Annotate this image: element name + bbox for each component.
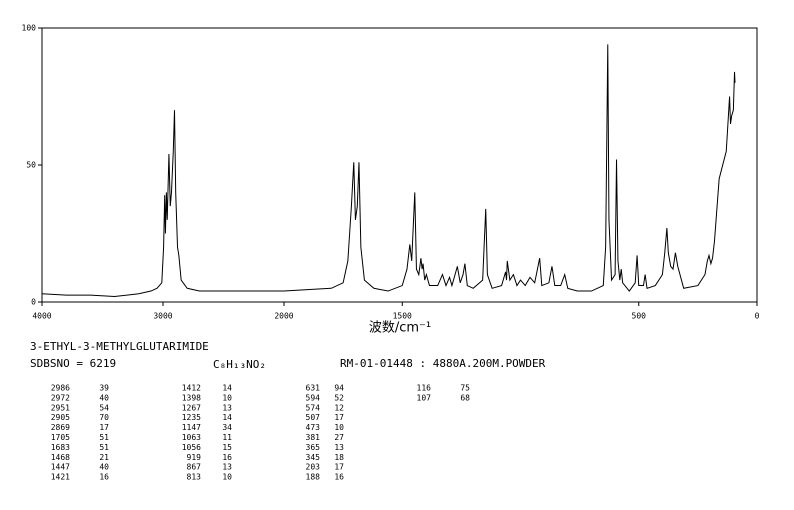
peak-wavenumber: 473 [306, 423, 321, 432]
peak-intensity: 10 [334, 423, 344, 432]
peak-wavenumber: 188 [306, 473, 321, 482]
peak-wavenumber: 203 [306, 463, 321, 472]
peak-intensity: 52 [334, 393, 344, 402]
peak-wavenumber: 1063 [182, 433, 201, 442]
formula: C₈H₁₃NO₂ [213, 358, 266, 371]
peak-intensity: 10 [222, 393, 232, 402]
x-tick-label: 2000 [274, 312, 293, 321]
x-tick-label: 3000 [153, 312, 172, 321]
y-tick-label: 50 [26, 161, 36, 170]
x-tick-label: 4000 [32, 312, 51, 321]
peak-intensity: 17 [334, 413, 344, 422]
peak-intensity: 14 [222, 413, 232, 422]
peak-wavenumber: 507 [306, 413, 321, 422]
peak-wavenumber: 2986 [51, 384, 70, 393]
peak-intensity: 15 [222, 443, 232, 452]
peak-wavenumber: 116 [417, 384, 432, 393]
peak-wavenumber: 1705 [51, 433, 70, 442]
peak-wavenumber: 867 [187, 463, 202, 472]
peak-intensity: 11 [222, 433, 232, 442]
peak-intensity: 16 [99, 473, 109, 482]
peak-wavenumber: 1447 [51, 463, 70, 472]
peak-wavenumber: 1468 [51, 453, 70, 462]
x-axis-label: 波数/cm⁻¹ [369, 321, 431, 336]
peak-wavenumber: 107 [417, 393, 432, 402]
peak-intensity: 16 [222, 453, 232, 462]
peak-intensity: 51 [99, 443, 109, 452]
peak-intensity: 75 [460, 384, 470, 393]
peak-intensity: 14 [222, 384, 232, 393]
peak-wavenumber: 1056 [182, 443, 201, 452]
peak-intensity: 10 [222, 473, 232, 482]
peak-wavenumber: 381 [306, 433, 321, 442]
plot-frame [41, 27, 758, 303]
peak-wavenumber: 919 [187, 453, 202, 462]
peak-intensity: 16 [334, 473, 344, 482]
peak-intensity: 17 [334, 463, 344, 472]
peak-wavenumber: 1147 [182, 423, 201, 432]
peak-wavenumber: 1235 [182, 413, 201, 422]
peak-intensity: 13 [334, 443, 344, 452]
peak-intensity: 54 [99, 403, 109, 412]
sample-info: RM-01-01448 : 4880A.200M.POWDER [340, 357, 546, 370]
peak-intensity: 51 [99, 433, 109, 442]
peak-wavenumber: 1412 [182, 384, 201, 393]
peak-wavenumber: 1683 [51, 443, 70, 452]
peak-wavenumber: 631 [306, 384, 321, 393]
spectrum-line [41, 44, 736, 298]
peak-intensity: 13 [222, 463, 232, 472]
x-tick-label: 500 [632, 312, 647, 321]
peak-intensity: 40 [99, 463, 109, 472]
peak-intensity: 39 [99, 384, 109, 393]
peak-wavenumber: 1421 [51, 473, 70, 482]
peak-wavenumber: 365 [306, 443, 321, 452]
peak-intensity: 68 [460, 393, 470, 402]
peak-intensity: 17 [99, 423, 109, 432]
peak-intensity: 27 [334, 433, 344, 442]
peak-intensity: 94 [334, 384, 344, 393]
peak-wavenumber: 2951 [51, 403, 70, 412]
peak-intensity: 70 [99, 413, 109, 422]
peak-wavenumber: 345 [306, 453, 321, 462]
peak-wavenumber: 2972 [51, 393, 70, 402]
peak-intensity: 12 [334, 403, 344, 412]
peak-wavenumber: 2905 [51, 413, 70, 422]
y-tick-label: 100 [22, 24, 37, 33]
peak-intensity: 18 [334, 453, 344, 462]
peak-wavenumber: 813 [187, 473, 202, 482]
compound-name: 3-ETHYL-3-METHYLGLUTARIMIDE [30, 340, 209, 353]
peak-intensity: 21 [99, 453, 109, 462]
y-tick-label: 0 [31, 298, 36, 307]
peak-intensity: 34 [222, 423, 232, 432]
peak-wavenumber: 594 [306, 393, 321, 402]
x-tick-label: 1500 [393, 312, 412, 321]
peak-wavenumber: 1267 [182, 403, 201, 412]
peak-wavenumber: 574 [306, 403, 321, 412]
peak-wavenumber: 1398 [182, 393, 201, 402]
x-tick-label: 0 [755, 312, 760, 321]
peak-wavenumber: 2869 [51, 423, 70, 432]
peak-intensity: 13 [222, 403, 232, 412]
peak-intensity: 40 [99, 393, 109, 402]
sdbs-number: SDBSNO = 6219 [30, 357, 116, 370]
